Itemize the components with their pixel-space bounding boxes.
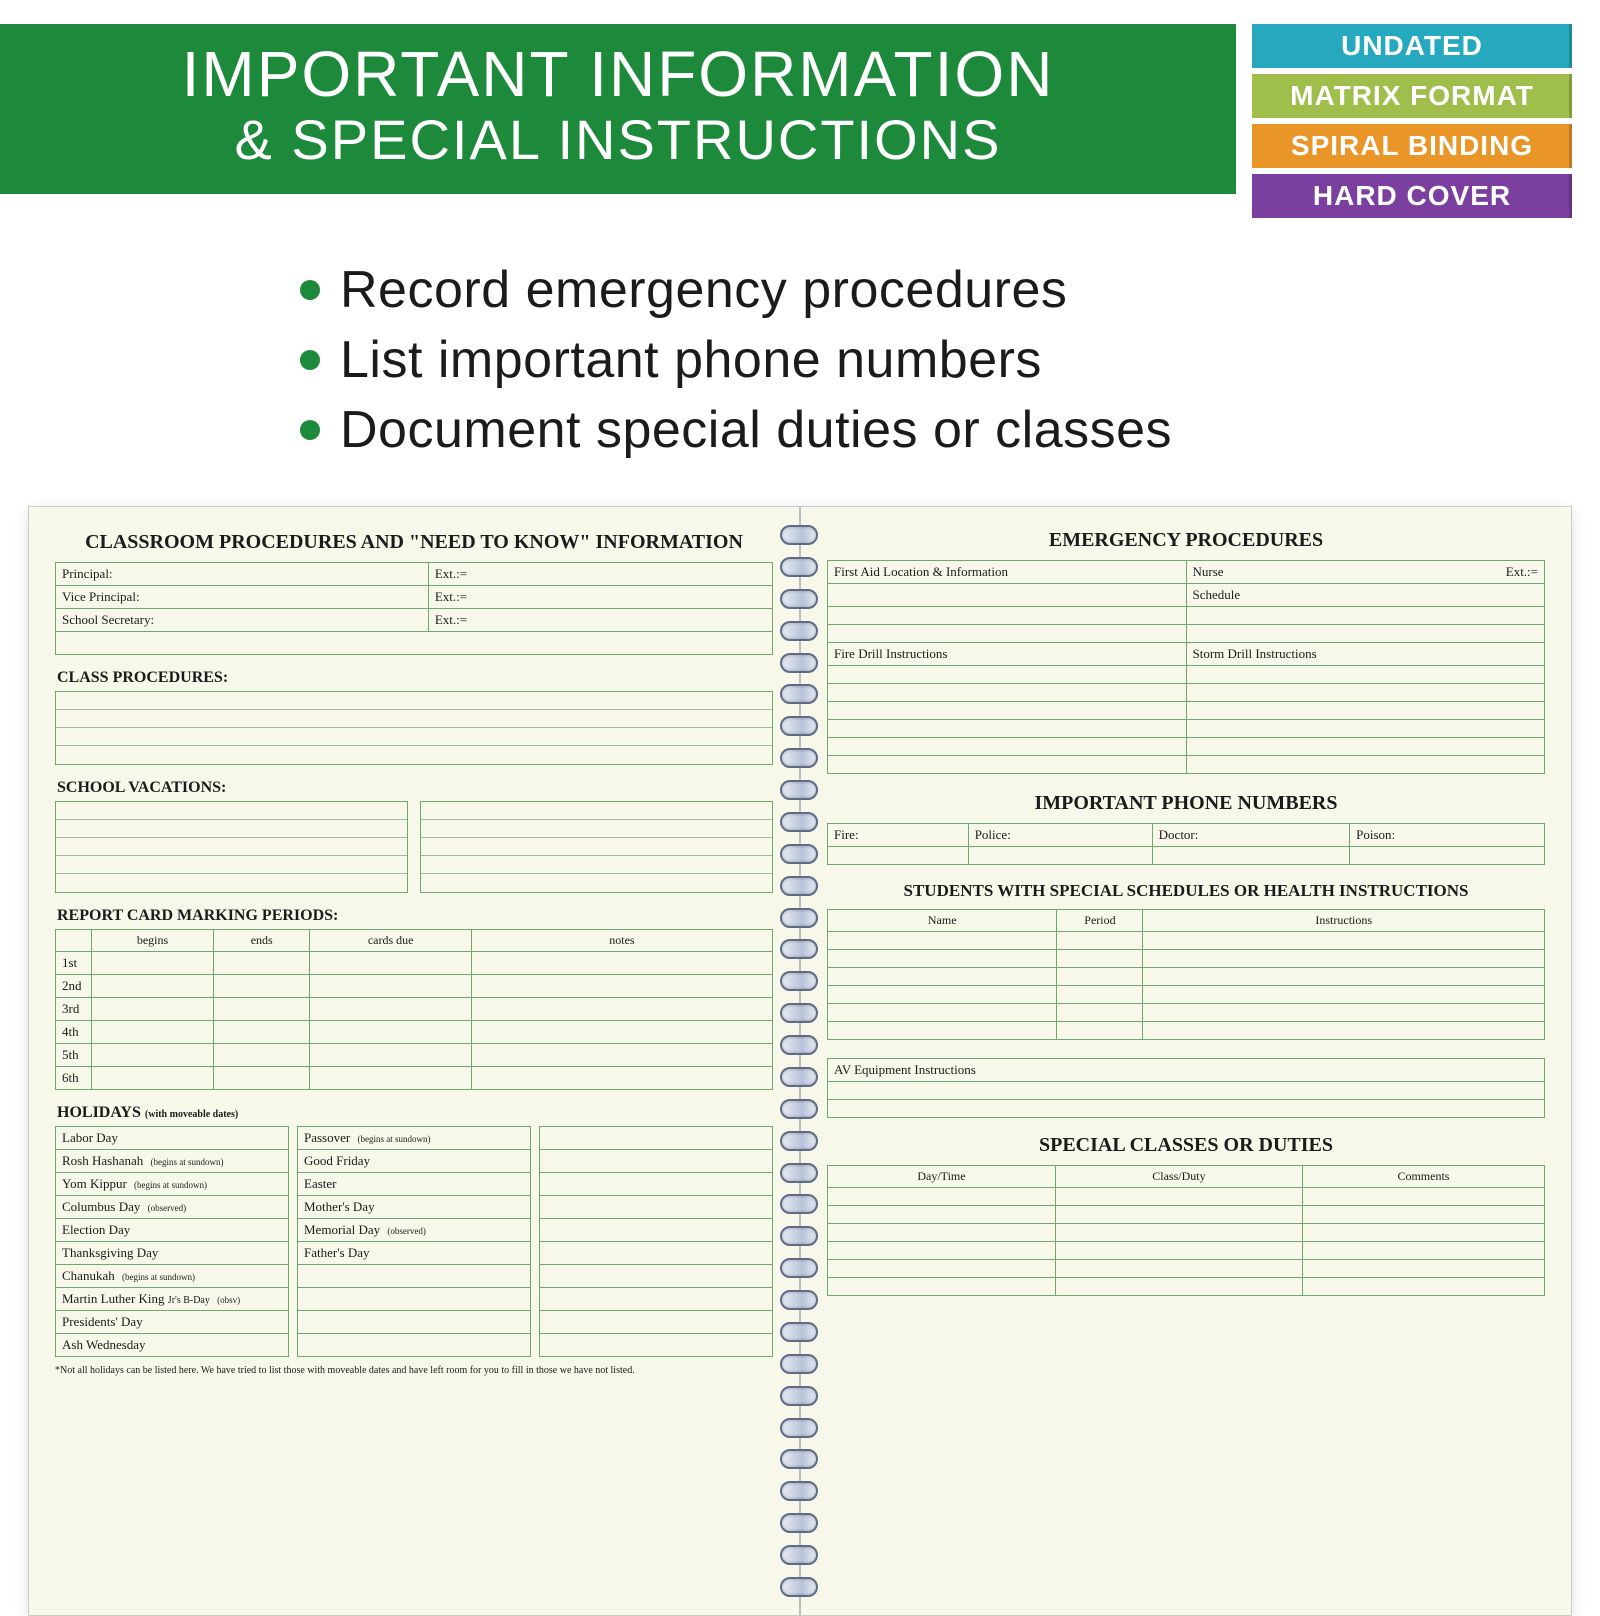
bullet-dot-icon	[300, 420, 320, 440]
holiday-cell: Father's Day	[298, 1242, 531, 1265]
feature-bullets: Record emergency procedures List importa…	[0, 218, 1600, 478]
holiday-cell: Thanksgiving Day	[56, 1242, 289, 1265]
planner-right-page: EMERGENCY PROCEDURES First Aid Location …	[800, 507, 1571, 1615]
planner-left-page: CLASSROOM PROCEDURES AND "NEED TO KNOW" …	[29, 507, 800, 1615]
badge-cover: HARD COVER	[1252, 174, 1572, 218]
holiday-cell: Election Day	[56, 1219, 289, 1242]
holidays-col3	[539, 1126, 773, 1357]
holiday-cell: Chanukah (begins at sundown)	[56, 1265, 289, 1288]
contact-vp-ext: Ext.:=	[435, 589, 467, 604]
banner-line2: & SPECIAL INSTRUCTIONS	[40, 112, 1196, 168]
fire-drill-label: Fire Drill Instructions	[828, 643, 1187, 666]
phone-title: IMPORTANT PHONE NUMBERS	[827, 792, 1545, 815]
contact-secretary: School Secretary:	[62, 612, 154, 627]
holiday-cell: Yom Kippur (begins at sundown)	[56, 1173, 289, 1196]
class-proc-heading: CLASS PROCEDURES:	[57, 669, 773, 687]
contact-principal-ext: Ext.:=	[435, 566, 467, 581]
holiday-cell: Memorial Day (observed)	[298, 1219, 531, 1242]
class-proc-box	[55, 691, 773, 765]
nurse-label: Nurse	[1193, 564, 1224, 580]
bullet-3: Document special duties or classes	[340, 400, 1172, 460]
contacts-table: Principal: Ext.:= Vice Principal: Ext.:=…	[55, 562, 773, 655]
schedule-label: Schedule	[1186, 584, 1545, 607]
nurse-ext: Ext.:=	[1506, 564, 1538, 580]
phone-table: Fire: Police: Doctor: Poison:	[827, 823, 1545, 865]
banner-line1: IMPORTANT INFORMATION	[40, 42, 1196, 106]
holiday-cell: Mother's Day	[298, 1196, 531, 1219]
bullet-1: Record emergency procedures	[340, 260, 1067, 320]
planner-spread: CLASSROOM PROCEDURES AND "NEED TO KNOW" …	[28, 506, 1572, 1616]
bullet-dot-icon	[300, 350, 320, 370]
left-title: CLASSROOM PROCEDURES AND "NEED TO KNOW" …	[55, 531, 773, 554]
holiday-cell: Ash Wednesday	[56, 1334, 289, 1357]
holiday-cell: Presidents' Day	[56, 1311, 289, 1334]
duties-table: Day/Time Class/Duty Comments	[827, 1165, 1545, 1296]
holiday-cell: Passover (begins at sundown)	[298, 1127, 531, 1150]
emergency-title: EMERGENCY PROCEDURES	[827, 529, 1545, 552]
report-heading: REPORT CARD MARKING PERIODS:	[57, 907, 773, 925]
emergency-table: First Aid Location & Information Nurse E…	[827, 560, 1545, 774]
title-banner: IMPORTANT INFORMATION & SPECIAL INSTRUCT…	[0, 24, 1236, 194]
holidays-cols: Labor DayRosh Hashanah (begins at sundow…	[55, 1126, 773, 1357]
holidays-col1: Labor DayRosh Hashanah (begins at sundow…	[55, 1126, 289, 1357]
contact-vp: Vice Principal:	[62, 589, 140, 604]
bullet-dot-icon	[300, 280, 320, 300]
students-table: Name Period Instructions	[827, 909, 1545, 1040]
contact-secretary-ext: Ext.:=	[435, 612, 467, 627]
badge-matrix: MATRIX FORMAT	[1252, 74, 1572, 118]
holidays-footnote: *Not all holidays can be listed here. We…	[55, 1365, 773, 1376]
holiday-cell: Rosh Hashanah (begins at sundown)	[56, 1150, 289, 1173]
holiday-cell: Good Friday	[298, 1150, 531, 1173]
header-row: IMPORTANT INFORMATION & SPECIAL INSTRUCT…	[0, 0, 1600, 218]
feature-badges: UNDATED MATRIX FORMAT SPIRAL BINDING HAR…	[1252, 24, 1572, 218]
students-title: STUDENTS WITH SPECIAL SCHEDULES OR HEALT…	[827, 881, 1545, 901]
first-aid-label: First Aid Location & Information	[828, 561, 1187, 584]
duties-title: SPECIAL CLASSES OR DUTIES	[827, 1134, 1545, 1157]
av-heading: AV Equipment Instructions	[828, 1059, 1545, 1082]
holiday-cell: Labor Day	[56, 1127, 289, 1150]
holidays-col2: Passover (begins at sundown)Good FridayE…	[297, 1126, 531, 1357]
contact-principal: Principal:	[62, 566, 113, 581]
bullet-2: List important phone numbers	[340, 330, 1042, 390]
badge-undated: UNDATED	[1252, 24, 1572, 68]
report-card-table: begins ends cards due notes 1st 2nd 3rd …	[55, 929, 773, 1090]
holidays-heading: HOLIDAYS (with moveable dates)	[57, 1104, 773, 1122]
holiday-cell: Easter	[298, 1173, 531, 1196]
badge-spiral: SPIRAL BINDING	[1252, 124, 1572, 168]
vacations-heading: SCHOOL VACATIONS:	[57, 779, 773, 797]
holiday-cell: Columbus Day (observed)	[56, 1196, 289, 1219]
av-table: AV Equipment Instructions	[827, 1058, 1545, 1118]
vacations-cols	[55, 801, 773, 893]
storm-drill-label: Storm Drill Instructions	[1186, 643, 1545, 666]
holiday-cell: Martin Luther King Jr's B-Day (obsv)	[56, 1288, 289, 1311]
